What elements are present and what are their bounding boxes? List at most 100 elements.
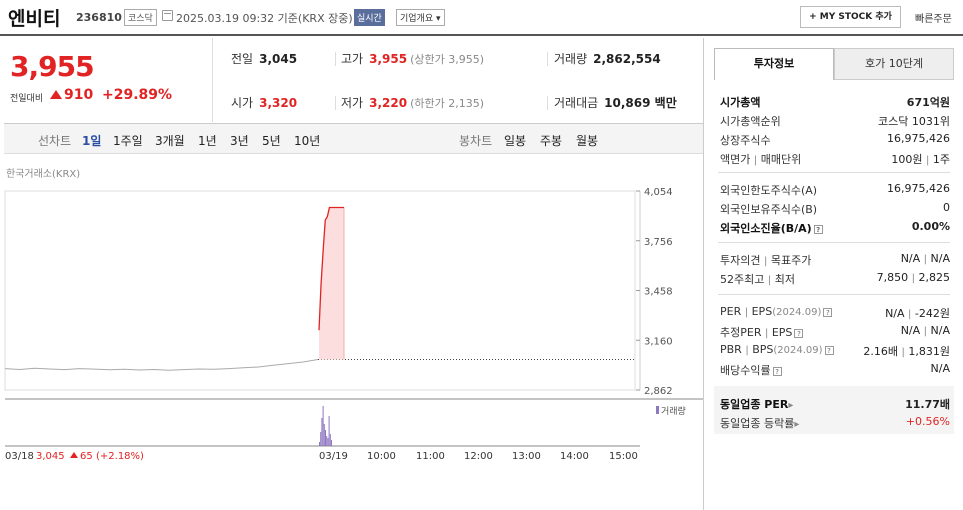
est-per-value: N/A xyxy=(900,324,921,337)
eps-value: -242원 xyxy=(914,307,950,320)
opinion-value: N/A xyxy=(900,252,921,265)
dividend-value: N/A xyxy=(930,362,950,375)
x-tick-label: 12:00 xyxy=(464,451,493,462)
foreign-limit-value: 16,975,426 xyxy=(887,182,950,195)
stat-upper-limit: (상한가 3,955) xyxy=(410,53,484,66)
foreign-section: 외국인한도주식수(A) 16,975,426 외국인보유주식수(B) 0 외국인소진… xyxy=(718,180,950,237)
sector-rate-value: +0.56% xyxy=(905,415,950,428)
company-overview-dropdown[interactable]: 기업개요 ▾ xyxy=(396,9,445,26)
period-10y[interactable]: 10년 xyxy=(294,134,321,148)
foreign-ratio-label: 외국인소진율(B/A) xyxy=(720,222,812,235)
y-tick-label: 3,458 xyxy=(644,287,673,298)
help-icon[interactable]: ? xyxy=(794,328,804,338)
est-eps-label: EPS xyxy=(771,326,793,339)
period-1d[interactable]: 1일 xyxy=(82,134,102,148)
help-icon[interactable]: ? xyxy=(772,366,782,376)
listed-shares-value: 16,975,426 xyxy=(887,132,950,145)
stat-volume: 거래량 2,862,554 xyxy=(554,50,661,67)
trade-unit-label: 매매단위 xyxy=(760,153,802,166)
info-row[interactable]: 동일업종 PER▸ 11.77배 xyxy=(718,394,950,413)
info-row: 상장주식수 16,975,426 xyxy=(718,130,950,149)
period-3m[interactable]: 3개월 xyxy=(155,134,185,148)
eps-label: EPS xyxy=(751,305,773,318)
stat-low-value: 3,220 xyxy=(369,96,408,110)
bps-value: 1,831원 xyxy=(908,345,950,358)
stat-volume-label: 거래량 xyxy=(554,52,588,66)
market-cap-label: 시가총액 xyxy=(720,96,761,109)
info-row: 액면가 | 매매단위 100원 | 1주 xyxy=(720,153,950,166)
change-label: 전일대비 xyxy=(10,94,44,104)
prev-close-value: 3,045 xyxy=(36,451,65,462)
line-chart-label: 선차트 xyxy=(38,134,72,148)
info-row: 배당수익률? N/A xyxy=(718,360,950,379)
divider xyxy=(547,52,548,66)
volume-bar xyxy=(329,434,331,446)
period-3y[interactable]: 3년 xyxy=(230,134,249,148)
stock-code: 236810 xyxy=(76,11,122,24)
volume-bar xyxy=(320,432,322,446)
opinion-label: 투자의견 xyxy=(720,254,761,267)
candle-daily[interactable]: 일봉 xyxy=(504,134,527,148)
volume-bar xyxy=(319,442,320,446)
help-icon[interactable]: ? xyxy=(824,345,834,355)
info-row: 투자의견 | 목표주가 N/A | N/A xyxy=(720,252,950,267)
price-change-pct: +29.89% xyxy=(102,87,173,103)
intraday-chart[interactable]: 4,054 3,756 3,458 3,160 2,862 거래량 03/18 03/19 10… xyxy=(0,155,703,510)
foreign-hold-label: 외국인보유주식수(B) xyxy=(720,203,818,216)
stock-header: 엔비티 236810 코스닥 2025.03.19 09:32 기준(KRX 장… xyxy=(0,0,963,36)
period-1y[interactable]: 1년 xyxy=(198,134,217,148)
stat-volume-value: 2,862,554 xyxy=(593,52,661,66)
stock-name: 엔비티 xyxy=(8,8,61,30)
candle-monthly[interactable]: 월봉 xyxy=(576,134,599,148)
stat-open-label: 시가 xyxy=(231,96,254,110)
stat-open: 시가 3,320 xyxy=(231,94,297,111)
tab-investment-info[interactable]: 투자정보 xyxy=(714,48,834,80)
info-row: 시가총액 671억원 xyxy=(718,92,950,111)
volume-bar xyxy=(327,438,329,446)
tab-orderbook[interactable]: 호가 10단계 xyxy=(834,48,954,80)
info-row: 외국인소진율(B/A)? 0.00% xyxy=(718,218,950,237)
arrow-icon: ▸ xyxy=(794,419,800,430)
x-tick-label: 15:00 xyxy=(609,451,638,462)
divider xyxy=(718,242,950,243)
x-tick-label: 03/18 xyxy=(5,451,34,462)
w52-low-value: 2,825 xyxy=(918,271,951,284)
x-tick-label: 03/19 xyxy=(319,451,348,462)
info-tabs: 투자정보 호가 10단계 xyxy=(714,48,954,80)
realtime-badge[interactable]: 실시간 xyxy=(354,9,385,26)
price-chart-svg: 4,054 3,756 3,458 3,160 2,862 거래량 03/18 03/19 10… xyxy=(4,187,703,462)
stat-prev-value: 3,045 xyxy=(259,52,298,66)
w52-high-value: 7,850 xyxy=(876,271,909,284)
y-tick-label: 3,756 xyxy=(644,237,673,248)
volume-bar xyxy=(328,416,330,446)
candle-weekly[interactable]: 주봉 xyxy=(540,134,563,148)
prev-day-line xyxy=(4,358,319,371)
quick-order-link[interactable]: 빠른주문 xyxy=(915,14,952,25)
bps-period: (2024.09) xyxy=(773,345,823,356)
volume-bar xyxy=(325,430,326,446)
divider xyxy=(718,294,950,295)
x-tick-label: 11:00 xyxy=(416,451,445,462)
w52-low-label: 최저 xyxy=(774,273,795,286)
info-row: 외국인한도주식수(A) 16,975,426 xyxy=(718,180,950,199)
prev-up-arrow-icon xyxy=(70,452,78,458)
stat-high-value: 3,955 xyxy=(369,52,408,66)
add-mystock-button[interactable]: + MY STOCK 추가 xyxy=(800,6,901,28)
info-row[interactable]: 동일업종 등락률▸ +0.56% xyxy=(718,413,950,432)
listed-shares-label: 상장주식수 xyxy=(720,134,771,147)
market-cap-section: 시가총액 671억원 시가총액순위 코스닥 1031위 상장주식수 16,975,42… xyxy=(718,92,950,168)
period-1w[interactable]: 1주일 xyxy=(113,134,143,148)
calendar-icon xyxy=(162,10,173,21)
market-badge: 코스닥 xyxy=(124,9,157,26)
per-label: PER xyxy=(720,305,742,318)
volume-bar xyxy=(322,406,324,446)
period-5y[interactable]: 5년 xyxy=(262,134,281,148)
prev-change-pct: (+2.18%) xyxy=(96,451,144,462)
market-cap-rank-value: 코스닥 1031위 xyxy=(878,115,950,128)
help-icon[interactable]: ? xyxy=(813,224,823,234)
stat-high-label: 고가 xyxy=(341,52,364,66)
bps-label: BPS xyxy=(752,343,774,356)
pbr-label: PBR xyxy=(720,343,742,356)
stat-lower-limit: (하한가 2,135) xyxy=(410,97,484,110)
help-icon[interactable]: ? xyxy=(823,307,833,317)
